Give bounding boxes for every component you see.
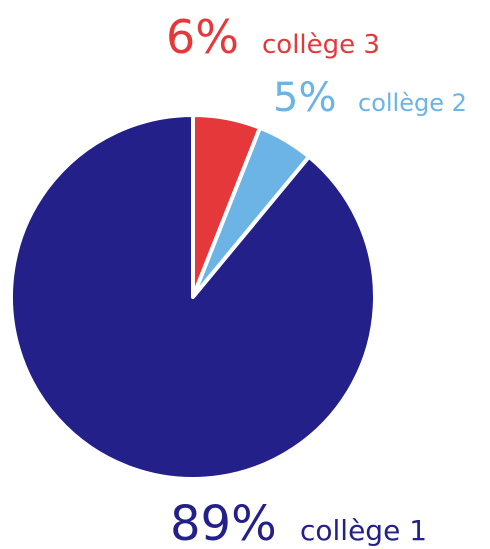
data-label-college-2: 5%: [273, 75, 336, 121]
category-label-college-3: collège 3: [262, 30, 380, 60]
category-label-college-1: collège 1: [300, 514, 427, 547]
pie-slices: [9, 113, 377, 481]
category-label-college-2: collège 2: [358, 89, 467, 117]
data-label-college-1: 89%: [170, 496, 277, 549]
data-label-college-3: 6%: [166, 10, 239, 64]
slice-college-1: [9, 113, 377, 481]
